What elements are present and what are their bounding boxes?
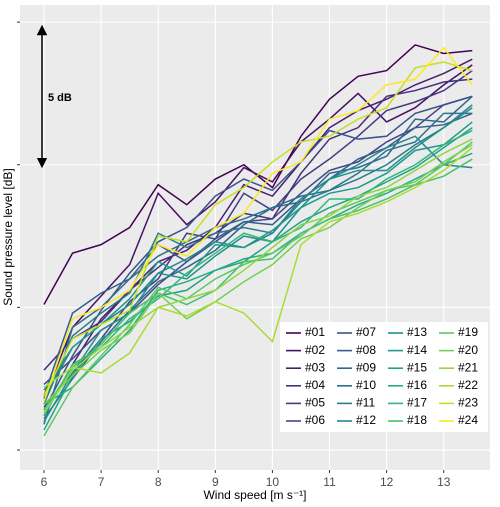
series-line xyxy=(43,69,473,408)
legend-label: #05 xyxy=(305,396,325,410)
x-tick-label: 8 xyxy=(155,475,162,489)
series-line xyxy=(43,121,473,391)
series-line xyxy=(43,95,473,411)
legend-label: #06 xyxy=(305,413,325,427)
series-line xyxy=(43,95,473,420)
legend-label: #22 xyxy=(458,378,478,392)
x-tick-label: 7 xyxy=(98,475,105,489)
legend-label: #04 xyxy=(305,378,325,392)
x-tick-label: 10 xyxy=(266,475,280,489)
lines xyxy=(43,44,473,437)
legend-label: #01 xyxy=(305,325,325,339)
legend-label: #14 xyxy=(407,343,427,357)
x-tick-label: 13 xyxy=(437,475,451,489)
legend-label: #02 xyxy=(305,343,325,357)
legend-label: #11 xyxy=(356,396,375,410)
series-line xyxy=(43,44,473,305)
legend-label: #20 xyxy=(458,343,478,357)
legend-label: #24 xyxy=(458,413,478,427)
legend-label: #03 xyxy=(305,360,325,374)
series-line xyxy=(43,158,473,411)
legend-label: #15 xyxy=(407,360,427,374)
legend-label: #21 xyxy=(458,360,478,374)
series-line xyxy=(43,46,473,402)
legend-label: #07 xyxy=(356,325,376,339)
series-line xyxy=(43,104,473,405)
series-line xyxy=(43,138,473,414)
legend-label: #10 xyxy=(356,378,376,392)
legend-label: #12 xyxy=(356,413,376,427)
legend-box xyxy=(280,322,488,432)
legend: #01 #02 #03 #04 #05 #06 #07 #08 #09 #10 #11 #12 #13 #… xyxy=(280,322,488,432)
legend-label: #16 xyxy=(407,378,427,392)
x-tick-label: 6 xyxy=(41,475,48,489)
x-tick-label: 12 xyxy=(380,475,394,489)
y-axis-title: Sound pressure level [dB] xyxy=(1,168,15,305)
legend-label: #23 xyxy=(458,396,478,410)
legend-label: #13 xyxy=(407,325,427,339)
series-line xyxy=(43,58,473,417)
legend-label: #19 xyxy=(458,325,478,339)
legend-label: #18 xyxy=(407,413,427,427)
x-tick-label: 11 xyxy=(323,475,336,489)
legend-label: #17 xyxy=(407,396,427,410)
legend-label: #09 xyxy=(356,360,376,374)
series-line xyxy=(43,127,473,431)
x-tick-label: 9 xyxy=(212,475,219,489)
legend-label: #08 xyxy=(356,343,376,357)
series-line xyxy=(43,61,473,397)
series-line xyxy=(43,135,473,400)
annotation: 5 dB xyxy=(48,92,72,104)
series-line xyxy=(43,112,473,425)
series-line xyxy=(43,147,473,388)
x-axis-title: Wind speed [m s⁻¹] xyxy=(203,488,306,502)
series-line xyxy=(43,129,473,417)
series-line xyxy=(43,144,473,405)
